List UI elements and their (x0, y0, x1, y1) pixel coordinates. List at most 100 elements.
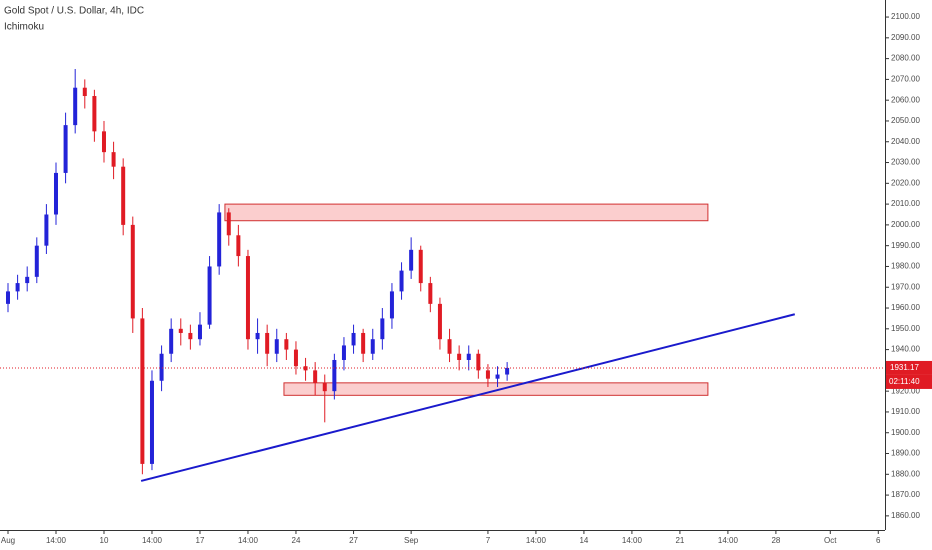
x-tick-label: 24 (292, 536, 301, 545)
chart-title: Gold Spot / U.S. Dollar, 4h, IDC (4, 6, 144, 17)
y-tick-label: 2010.00 (891, 199, 920, 208)
candle-body (380, 318, 385, 340)
y-tick-label: 1980.00 (891, 262, 920, 271)
x-tick-label: Sep (404, 536, 419, 545)
candle-body (63, 125, 68, 173)
y-tick-label: 2090.00 (891, 33, 920, 42)
y-tick-label: 2000.00 (891, 220, 920, 229)
candle-body (226, 212, 231, 236)
zone (283, 382, 709, 396)
candle-body (101, 131, 106, 153)
y-tick-label: 2050.00 (891, 116, 920, 125)
y-tick-label: 1940.00 (891, 345, 920, 354)
last-price-label: 1931.17 (890, 363, 919, 372)
candle-body (389, 291, 394, 319)
candle-body (370, 339, 375, 354)
x-tick-label: 14 (579, 536, 588, 545)
candle-body (245, 256, 250, 340)
y-tick-label: 1970.00 (891, 282, 920, 291)
candle-body (428, 283, 433, 304)
candle-body (274, 339, 279, 354)
y-tick-label: 1900.00 (891, 428, 920, 437)
x-tick-label: 6 (876, 536, 881, 545)
x-tick-label: 17 (196, 536, 205, 545)
x-tick-label: Oct (824, 536, 837, 545)
candle-body (15, 283, 20, 292)
y-tick-label: 2030.00 (891, 158, 920, 167)
candle-body (313, 370, 318, 383)
candle-body (409, 249, 414, 271)
y-tick-label: 1920.00 (891, 386, 920, 395)
candle-body (399, 270, 404, 292)
candle-body (495, 374, 500, 379)
candle-body (197, 324, 202, 340)
candle-body (169, 328, 174, 354)
candle-body (121, 166, 126, 225)
candle-body (5, 291, 10, 304)
candle-body (188, 332, 193, 340)
candle-body (25, 276, 30, 284)
y-tick-label: 1950.00 (891, 324, 920, 333)
candle-body (53, 172, 58, 215)
candle-body (476, 353, 481, 371)
candle-body (92, 96, 97, 132)
y-tick-label: 1990.00 (891, 241, 920, 250)
y-tick-label: 2020.00 (891, 178, 920, 187)
y-tick-label: 2040.00 (891, 137, 920, 146)
countdown-label: 02:11:40 (889, 377, 920, 386)
candle-body (332, 359, 337, 392)
candle-body (111, 152, 116, 167)
candle-body (361, 332, 366, 354)
candle-body (437, 303, 442, 340)
y-tick-label: 1880.00 (891, 469, 920, 478)
candle-body (284, 339, 289, 350)
candle-body (217, 212, 222, 267)
indicator-name: Ichimoku (4, 22, 44, 33)
last-price-box (886, 360, 932, 375)
x-tick-label: 14:00 (142, 536, 163, 545)
candle-body (351, 332, 356, 346)
candle-body (149, 380, 154, 464)
countdown-box (886, 374, 932, 389)
candle-body (73, 87, 78, 126)
x-tick-label: 28 (771, 536, 780, 545)
y-tick-label: 2100.00 (891, 12, 920, 21)
candle-body (293, 349, 298, 367)
candle-body (236, 235, 241, 257)
y-tick-label: 2070.00 (891, 75, 920, 84)
candle-body (418, 249, 423, 284)
candle-body (140, 318, 145, 464)
y-tick-label: 1960.00 (891, 303, 920, 312)
candle-body (178, 328, 183, 333)
x-tick-label: 21 (675, 536, 684, 545)
y-tick-label: 2060.00 (891, 95, 920, 104)
trend-line (140, 313, 796, 482)
zone (224, 203, 709, 222)
candle-body (303, 366, 308, 371)
x-tick-label: 27 (349, 536, 358, 545)
candle-body (322, 382, 327, 392)
y-tick-label: 2080.00 (891, 54, 920, 63)
candle-body (130, 224, 135, 319)
x-tick-label: 14:00 (238, 536, 259, 545)
candle-body (82, 87, 87, 97)
x-tick-label: 7 (486, 536, 491, 545)
y-tick-label: 1890.00 (891, 449, 920, 458)
y-tick-label: 1860.00 (891, 511, 920, 520)
candle-body (466, 353, 471, 360)
candle-body (255, 332, 260, 340)
candle-body (265, 332, 270, 354)
candle-body (505, 367, 510, 375)
x-tick-label: 14:00 (46, 536, 67, 545)
candle-body (457, 353, 462, 360)
x-tick-label: Aug (1, 536, 15, 545)
candle-body (341, 345, 346, 360)
x-tick-label: 14:00 (622, 536, 643, 545)
x-tick-label: 14:00 (526, 536, 547, 545)
candle-body (34, 245, 39, 277)
candle-body (207, 266, 212, 325)
x-tick-label: 10 (100, 536, 109, 545)
x-tick-label: 14:00 (718, 536, 739, 545)
